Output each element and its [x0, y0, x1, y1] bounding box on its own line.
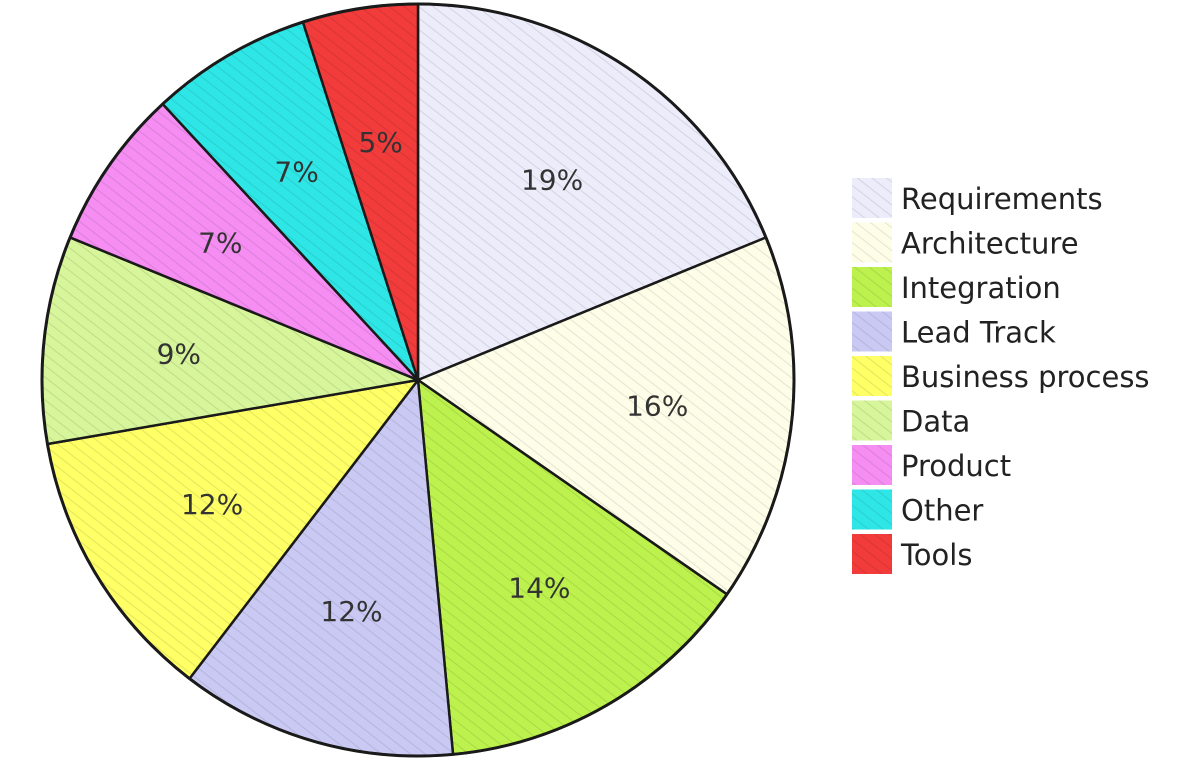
legend-label-business-process: Business process [901, 360, 1150, 394]
legend-label-tools: Tools [900, 538, 972, 572]
legend-item-tools: Tools [852, 534, 972, 574]
legend-swatch-requirements [852, 178, 892, 218]
legend-item-product: Product [852, 445, 1011, 485]
legend: Requirements Architecture Integration Lead … [852, 178, 1150, 574]
legend-swatch-lead-track [852, 311, 892, 352]
slice-label-requirements: 19% [521, 164, 583, 197]
slice-label-product: 7% [198, 226, 242, 259]
legend-swatch-tools [852, 534, 892, 574]
legend-label-lead-track: Lead Track [901, 316, 1056, 350]
legend-label-integration: Integration [901, 271, 1061, 305]
legend-label-data: Data [901, 405, 970, 439]
legend-label-requirements: Requirements [901, 182, 1103, 216]
slice-label-other: 7% [274, 156, 318, 189]
legend-item-data: Data [852, 400, 970, 441]
slice-label-architecture: 16% [626, 390, 688, 423]
legend-label-product: Product [901, 449, 1011, 483]
legend-item-other: Other [852, 489, 983, 530]
legend-item-business-process: Business process [852, 356, 1150, 396]
legend-swatch-business-process [852, 356, 892, 396]
legend-swatch-architecture [852, 222, 892, 263]
legend-item-integration: Integration [852, 267, 1061, 307]
legend-label-architecture: Architecture [901, 227, 1079, 261]
pie-slices [40, 2, 796, 758]
legend-item-requirements: Requirements [852, 178, 1103, 218]
legend-swatch-integration [852, 267, 892, 307]
pie-slice-labels: 19% 16% 14% 12% 12% 9% 7% 7% 5% [157, 126, 689, 628]
legend-swatch-product [852, 445, 892, 485]
slice-label-business-process: 12% [181, 488, 243, 521]
legend-label-other: Other [901, 494, 983, 528]
slice-label-integration: 14% [508, 571, 570, 604]
slice-label-data: 9% [157, 337, 201, 370]
legend-item-lead-track: Lead Track [852, 311, 1056, 352]
legend-swatch-data [852, 400, 892, 441]
slice-label-lead-track: 12% [320, 595, 382, 628]
pie-outline [40, 2, 796, 758]
legend-swatch-other [852, 489, 892, 530]
slice-label-tools: 5% [358, 126, 402, 159]
legend-item-architecture: Architecture [852, 222, 1079, 263]
